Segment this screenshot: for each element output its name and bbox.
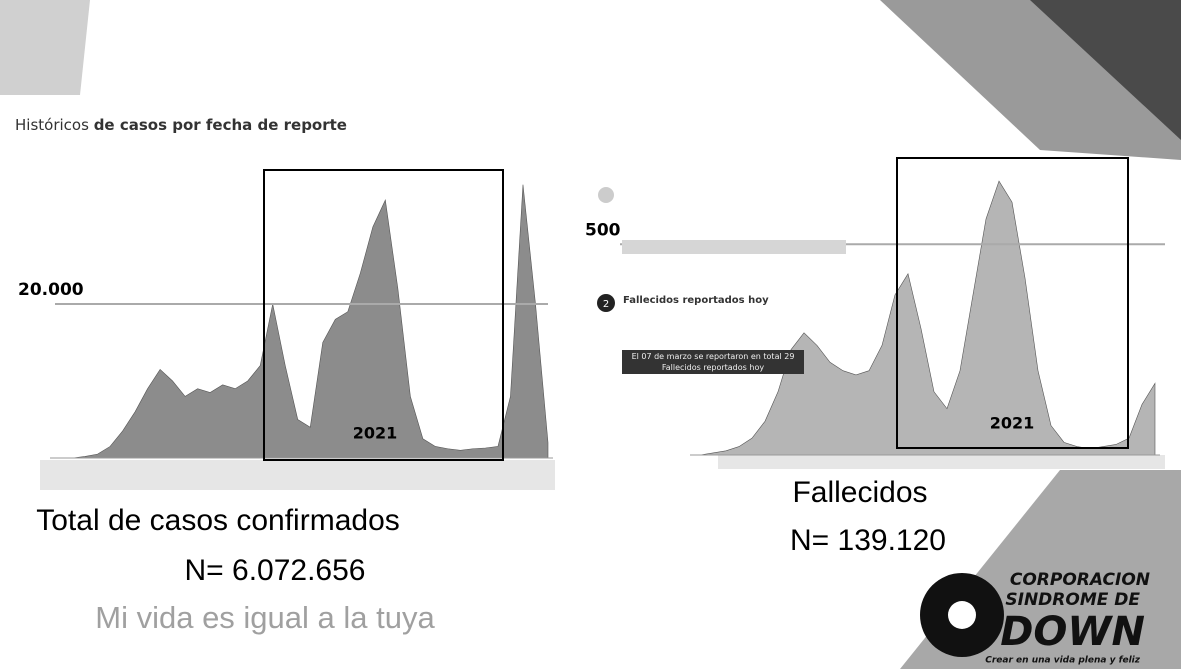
caption: Total de casos confirmados — [36, 504, 400, 537]
reference-label: 500 — [585, 220, 621, 240]
logo-text: SINDROME DE — [1005, 590, 1140, 610]
title-part: de casos por fecha de reporte — [94, 116, 347, 134]
logo: CORPORACION SINDROME DE DOWN Crear en un… — [920, 570, 1150, 666]
corner-deco — [0, 0, 90, 95]
title-part: Históricos — [15, 116, 89, 134]
overlay-note: El 07 de marzo se reportaron en total 29… — [622, 350, 804, 373]
caption: N= 6.072.656 — [185, 554, 366, 587]
axis-strip — [40, 460, 555, 490]
overlay-bar — [622, 240, 846, 254]
area — [60, 185, 548, 458]
logo-sun-center — [948, 601, 976, 629]
logo-text: CORPORACION — [1010, 570, 1150, 590]
step-number: 2 — [603, 299, 609, 310]
area — [700, 181, 1155, 455]
logo-text: DOWN — [1000, 609, 1145, 655]
highlight-label: 2021 — [353, 424, 398, 443]
overlay-note-wrap: El 07 de marzo se reportaron en total 29… — [622, 350, 804, 374]
logo-tagline: Crear en una vida plena y feliz — [985, 656, 1140, 666]
slide: Históricos de casos por fecha de reporte… — [0, 0, 1181, 669]
overlay-heading: Fallecidos reportados hoy — [623, 295, 769, 306]
chart-title: Históricos de casos por fecha de reporte — [15, 116, 347, 134]
plots: 20.000 2021 500 2021 — [18, 158, 1165, 460]
axis-strip — [718, 455, 1165, 469]
highlight-label: 2021 — [990, 414, 1035, 433]
reference-label: 20.000 — [18, 280, 84, 300]
caption: Fallecidos — [792, 476, 927, 509]
footer: Mi vida es igual a la tuya — [95, 600, 435, 635]
step-dot — [598, 187, 614, 203]
caption: N= 139.120 — [790, 524, 946, 557]
